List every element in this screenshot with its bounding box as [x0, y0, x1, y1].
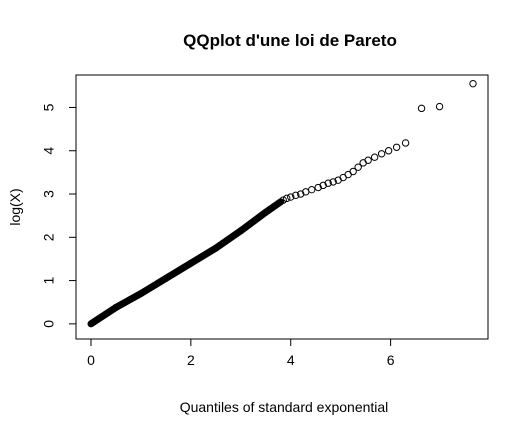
dense-points-segment: [212, 227, 245, 252]
y-tick-label: 4: [41, 147, 57, 155]
x-tick-label: 0: [87, 352, 95, 368]
data-point: [435, 102, 444, 111]
data-point: [469, 79, 477, 88]
plot-box: [75, 74, 489, 340]
y-axis-label: log(X): [7, 188, 23, 225]
y-tick-label: 5: [41, 103, 57, 111]
data-point: [287, 193, 295, 201]
dense-points-segment: [162, 259, 195, 282]
y-tick-label: 0: [41, 320, 57, 328]
data-point: [297, 190, 305, 198]
x-tick-label: 6: [387, 352, 395, 368]
data-point: [377, 150, 386, 158]
data-point: [392, 143, 401, 151]
y-tick-label: 3: [41, 190, 57, 198]
dense-points-segment: [187, 244, 220, 267]
x-tick-label: 2: [187, 352, 195, 368]
data-point: [308, 185, 316, 194]
data-point: [364, 156, 372, 164]
data-point: [279, 196, 287, 204]
data-point: [314, 183, 322, 192]
y-tick-label: 1: [41, 276, 57, 284]
data-point: [283, 194, 291, 203]
dense-points-segment: [137, 274, 170, 298]
x-axis: 0 2 4 6: [87, 338, 395, 368]
data-point: [370, 153, 379, 161]
chart-title: QQplot d'une loi de Pareto: [183, 31, 397, 50]
data-point: [417, 104, 426, 113]
dense-points-segment: [112, 290, 145, 311]
data-point: [329, 178, 337, 186]
data-series: [87, 79, 477, 328]
dense-points-segment: [87, 303, 120, 328]
x-axis-label: Quantiles of standard exponential: [180, 399, 389, 415]
dense-points-segment: [237, 208, 270, 235]
data-point: [349, 167, 357, 176]
x-tick-label: 4: [287, 352, 295, 368]
data-point: [354, 163, 362, 171]
data-point: [292, 191, 300, 200]
data-point: [401, 139, 410, 147]
data-point: [384, 147, 393, 155]
data-point: [324, 179, 332, 187]
y-axis: 0 1 2 3 4 5: [41, 103, 77, 328]
dense-points-segment: [262, 198, 285, 216]
data-point: [319, 181, 327, 190]
y-tick-label: 2: [41, 233, 57, 241]
